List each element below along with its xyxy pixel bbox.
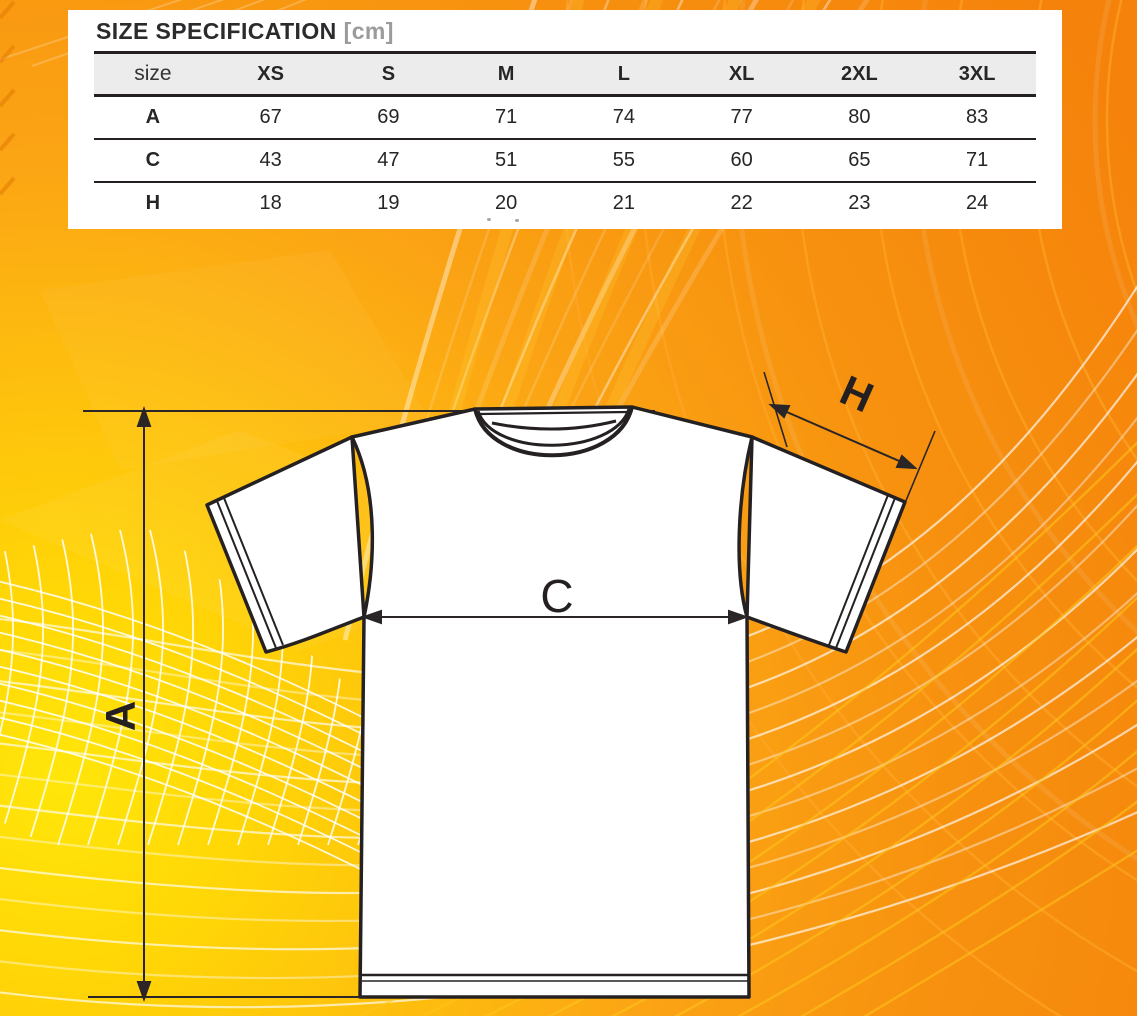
dimension-labels: A C H xyxy=(97,366,880,731)
size-table: size XS S M L XL 2XL 3XL A 67 69 71 74 xyxy=(94,51,1036,224)
shirt-body xyxy=(350,405,754,999)
bottom-left-mesh xyxy=(0,529,521,954)
cell-A-3xl: 83 xyxy=(966,106,989,128)
cell-A-2xl: 80 xyxy=(848,106,871,128)
cell-C-l: 55 xyxy=(565,138,683,182)
cell-C-s: 47 xyxy=(329,138,448,182)
label-chest-width: C xyxy=(540,570,573,622)
collar-back-seam xyxy=(491,419,617,431)
panel-title-unit: [cm] xyxy=(343,18,394,44)
cell-A-l: 74 xyxy=(612,106,635,128)
dimension-guides-under xyxy=(83,405,655,1003)
cell-H-2xl: 23 xyxy=(800,181,919,224)
panel-title: SIZE SPECIFICATION [cm] xyxy=(96,17,1036,45)
cell-H-s: 19 xyxy=(329,181,448,224)
table-row-H: H 18 19 20 21 22 23 24 xyxy=(94,181,1036,224)
shirt-sleeves xyxy=(205,435,907,654)
column-header-size: size xyxy=(94,51,212,97)
cell-A-s: 69 xyxy=(377,106,400,128)
collar-outer xyxy=(473,406,634,458)
cell-H-xs: 18 xyxy=(211,181,330,224)
print-artifact-dot xyxy=(487,218,491,221)
cell-C-xs: 43 xyxy=(211,138,330,182)
sleeve-arrow xyxy=(772,405,914,468)
row-label-A: A xyxy=(145,106,161,128)
cell-H-l: 21 xyxy=(565,181,683,224)
cell-H-3xl: 24 xyxy=(918,181,1036,224)
column-header-m: M xyxy=(447,51,565,97)
cell-H-xl: 22 xyxy=(682,181,801,224)
cell-C-3xl: 71 xyxy=(918,138,1036,182)
cell-C-xl: 60 xyxy=(682,138,801,182)
right-sleeve xyxy=(745,435,907,654)
cell-A-xs: 67 xyxy=(259,106,282,128)
table-row-C: C 43 47 51 55 60 65 71 xyxy=(94,138,1036,182)
label-sleeve-length: H xyxy=(833,366,880,421)
bottom-right-weave xyxy=(357,441,1137,1016)
bottom-sweep-lines xyxy=(0,284,1137,1009)
left-sleeve xyxy=(205,435,366,654)
size-spec-panel: SIZE SPECIFICATION [cm] size XS S M L XL … xyxy=(68,10,1062,229)
print-artifact-dot xyxy=(515,219,519,222)
collar-top-line xyxy=(479,410,628,416)
table-row-A: A 67 69 71 74 77 80 83 xyxy=(94,96,1036,140)
column-header-s: S xyxy=(329,51,448,97)
dimension-lines-over xyxy=(88,371,936,998)
cell-C-2xl: 65 xyxy=(800,138,919,182)
cell-A-xl: 77 xyxy=(730,106,753,128)
cell-C-m: 51 xyxy=(447,138,565,182)
column-header-2xl: 2XL xyxy=(800,51,919,97)
sleeve-stitching xyxy=(216,494,896,649)
size-table-header-row: size XS S M L XL 2XL 3XL xyxy=(94,51,1036,97)
cell-A-m: 71 xyxy=(495,106,518,128)
column-header-l: L xyxy=(565,51,683,97)
row-label-H: H xyxy=(94,181,212,224)
label-body-length: A xyxy=(97,701,144,731)
panel-title-text: SIZE SPECIFICATION xyxy=(96,18,337,44)
row-label-C: C xyxy=(94,138,212,182)
column-header-xl: XL xyxy=(682,51,801,97)
shirt-details xyxy=(362,406,748,982)
column-header-3xl: 3XL xyxy=(918,51,1036,97)
cell-H-m: 20 xyxy=(447,181,565,224)
column-header-xs: XS xyxy=(211,51,330,97)
collar-inner xyxy=(476,408,631,447)
